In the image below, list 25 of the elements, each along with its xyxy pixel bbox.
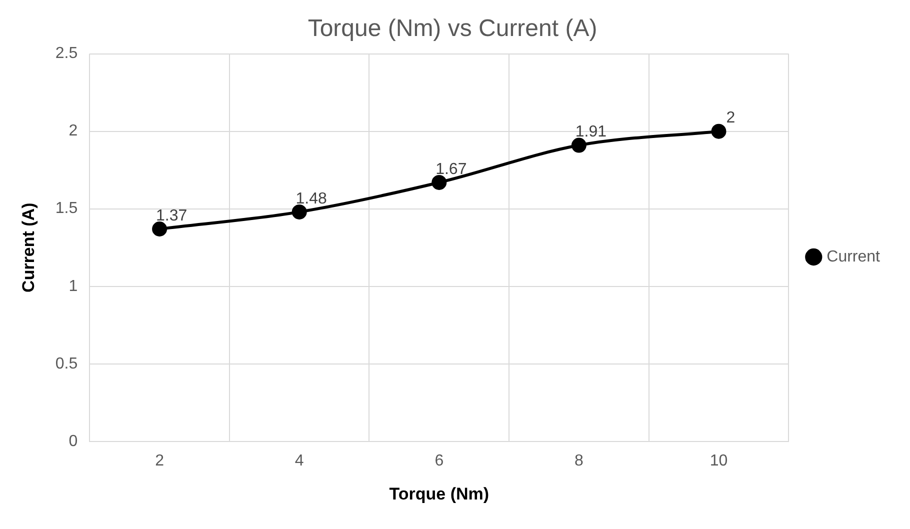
chart-title: Torque (Nm) vs Current (A) xyxy=(308,15,598,42)
data-label: 1.37 xyxy=(156,207,188,224)
x-tick-label: 10 xyxy=(710,452,728,470)
x-tick-label: 4 xyxy=(294,452,304,470)
x-tick-label: 8 xyxy=(574,452,584,470)
point xyxy=(292,204,307,220)
x-axis-title: Torque (Nm) xyxy=(389,484,490,504)
y-tick-label: 1 xyxy=(68,278,78,295)
y-axis-title: Current (A) xyxy=(18,202,38,292)
y-tick-label: 0 xyxy=(68,432,78,450)
x-tick-label: 2 xyxy=(155,452,164,470)
data-label: 2 xyxy=(726,110,736,127)
point xyxy=(432,174,447,190)
x-tick-label: 6 xyxy=(434,452,444,470)
data-label: 1.48 xyxy=(296,190,328,208)
point xyxy=(711,124,726,139)
y-tick-label: 2 xyxy=(68,122,78,140)
y-tick-label: 0.5 xyxy=(55,355,78,372)
y-tick-label: 1.5 xyxy=(55,200,78,218)
point xyxy=(571,138,586,153)
legend-label: Current xyxy=(826,248,881,266)
data-label: 1.67 xyxy=(436,160,467,178)
y-tick-label: 2.5 xyxy=(55,45,78,62)
data-label: 1.91 xyxy=(575,124,607,141)
point xyxy=(152,221,168,236)
